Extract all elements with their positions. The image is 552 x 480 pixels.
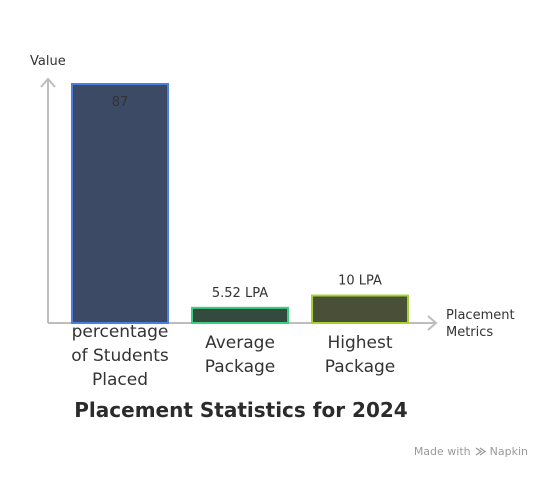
category-label-line: Package: [325, 357, 395, 377]
x-axis-title-line-1: Placement: [446, 308, 515, 323]
watermark-prefix: Made with: [413, 445, 471, 458]
category-label-line: percentage: [72, 322, 169, 342]
x-axis-arrow-icon: [427, 315, 438, 331]
watermark-brand: Napkin: [489, 445, 528, 458]
made-with-napkin-watermark[interactable]: Made with Napkin: [414, 445, 528, 458]
bar-value-label: 10 LPA: [338, 274, 382, 289]
x-axis-title-line-2: Metrics: [446, 325, 493, 340]
bar: [191, 306, 289, 325]
bar-chart: Value Placement Metrics 87 percentage of S…: [30, 54, 519, 390]
category-label-line: Highest: [327, 333, 392, 353]
napkin-logo-icon: [475, 447, 486, 456]
category-label: Average Package: [205, 333, 275, 377]
category-label-line: Placed: [92, 370, 148, 390]
category-label-line: of Students: [71, 346, 169, 366]
chart-title: Placement Statistics for 2024: [74, 398, 408, 422]
bar-series: 87 percentage of Students Placed 5.52 LPA Ave…: [71, 83, 409, 390]
category-label-line: Package: [205, 357, 275, 377]
bar: [71, 83, 169, 324]
category-label: Highest Package: [325, 333, 395, 377]
y-axis-arrow-icon: [40, 77, 56, 88]
y-axis-title: Value: [30, 54, 66, 69]
bar-value-label: 5.52 LPA: [212, 286, 268, 301]
bar-value-label: 87: [112, 95, 129, 110]
category-label-line: Average: [205, 333, 275, 353]
x-axis-title: Placement Metrics: [446, 308, 519, 340]
bar: [311, 294, 409, 325]
category-label: percentage of Students Placed: [71, 322, 169, 390]
